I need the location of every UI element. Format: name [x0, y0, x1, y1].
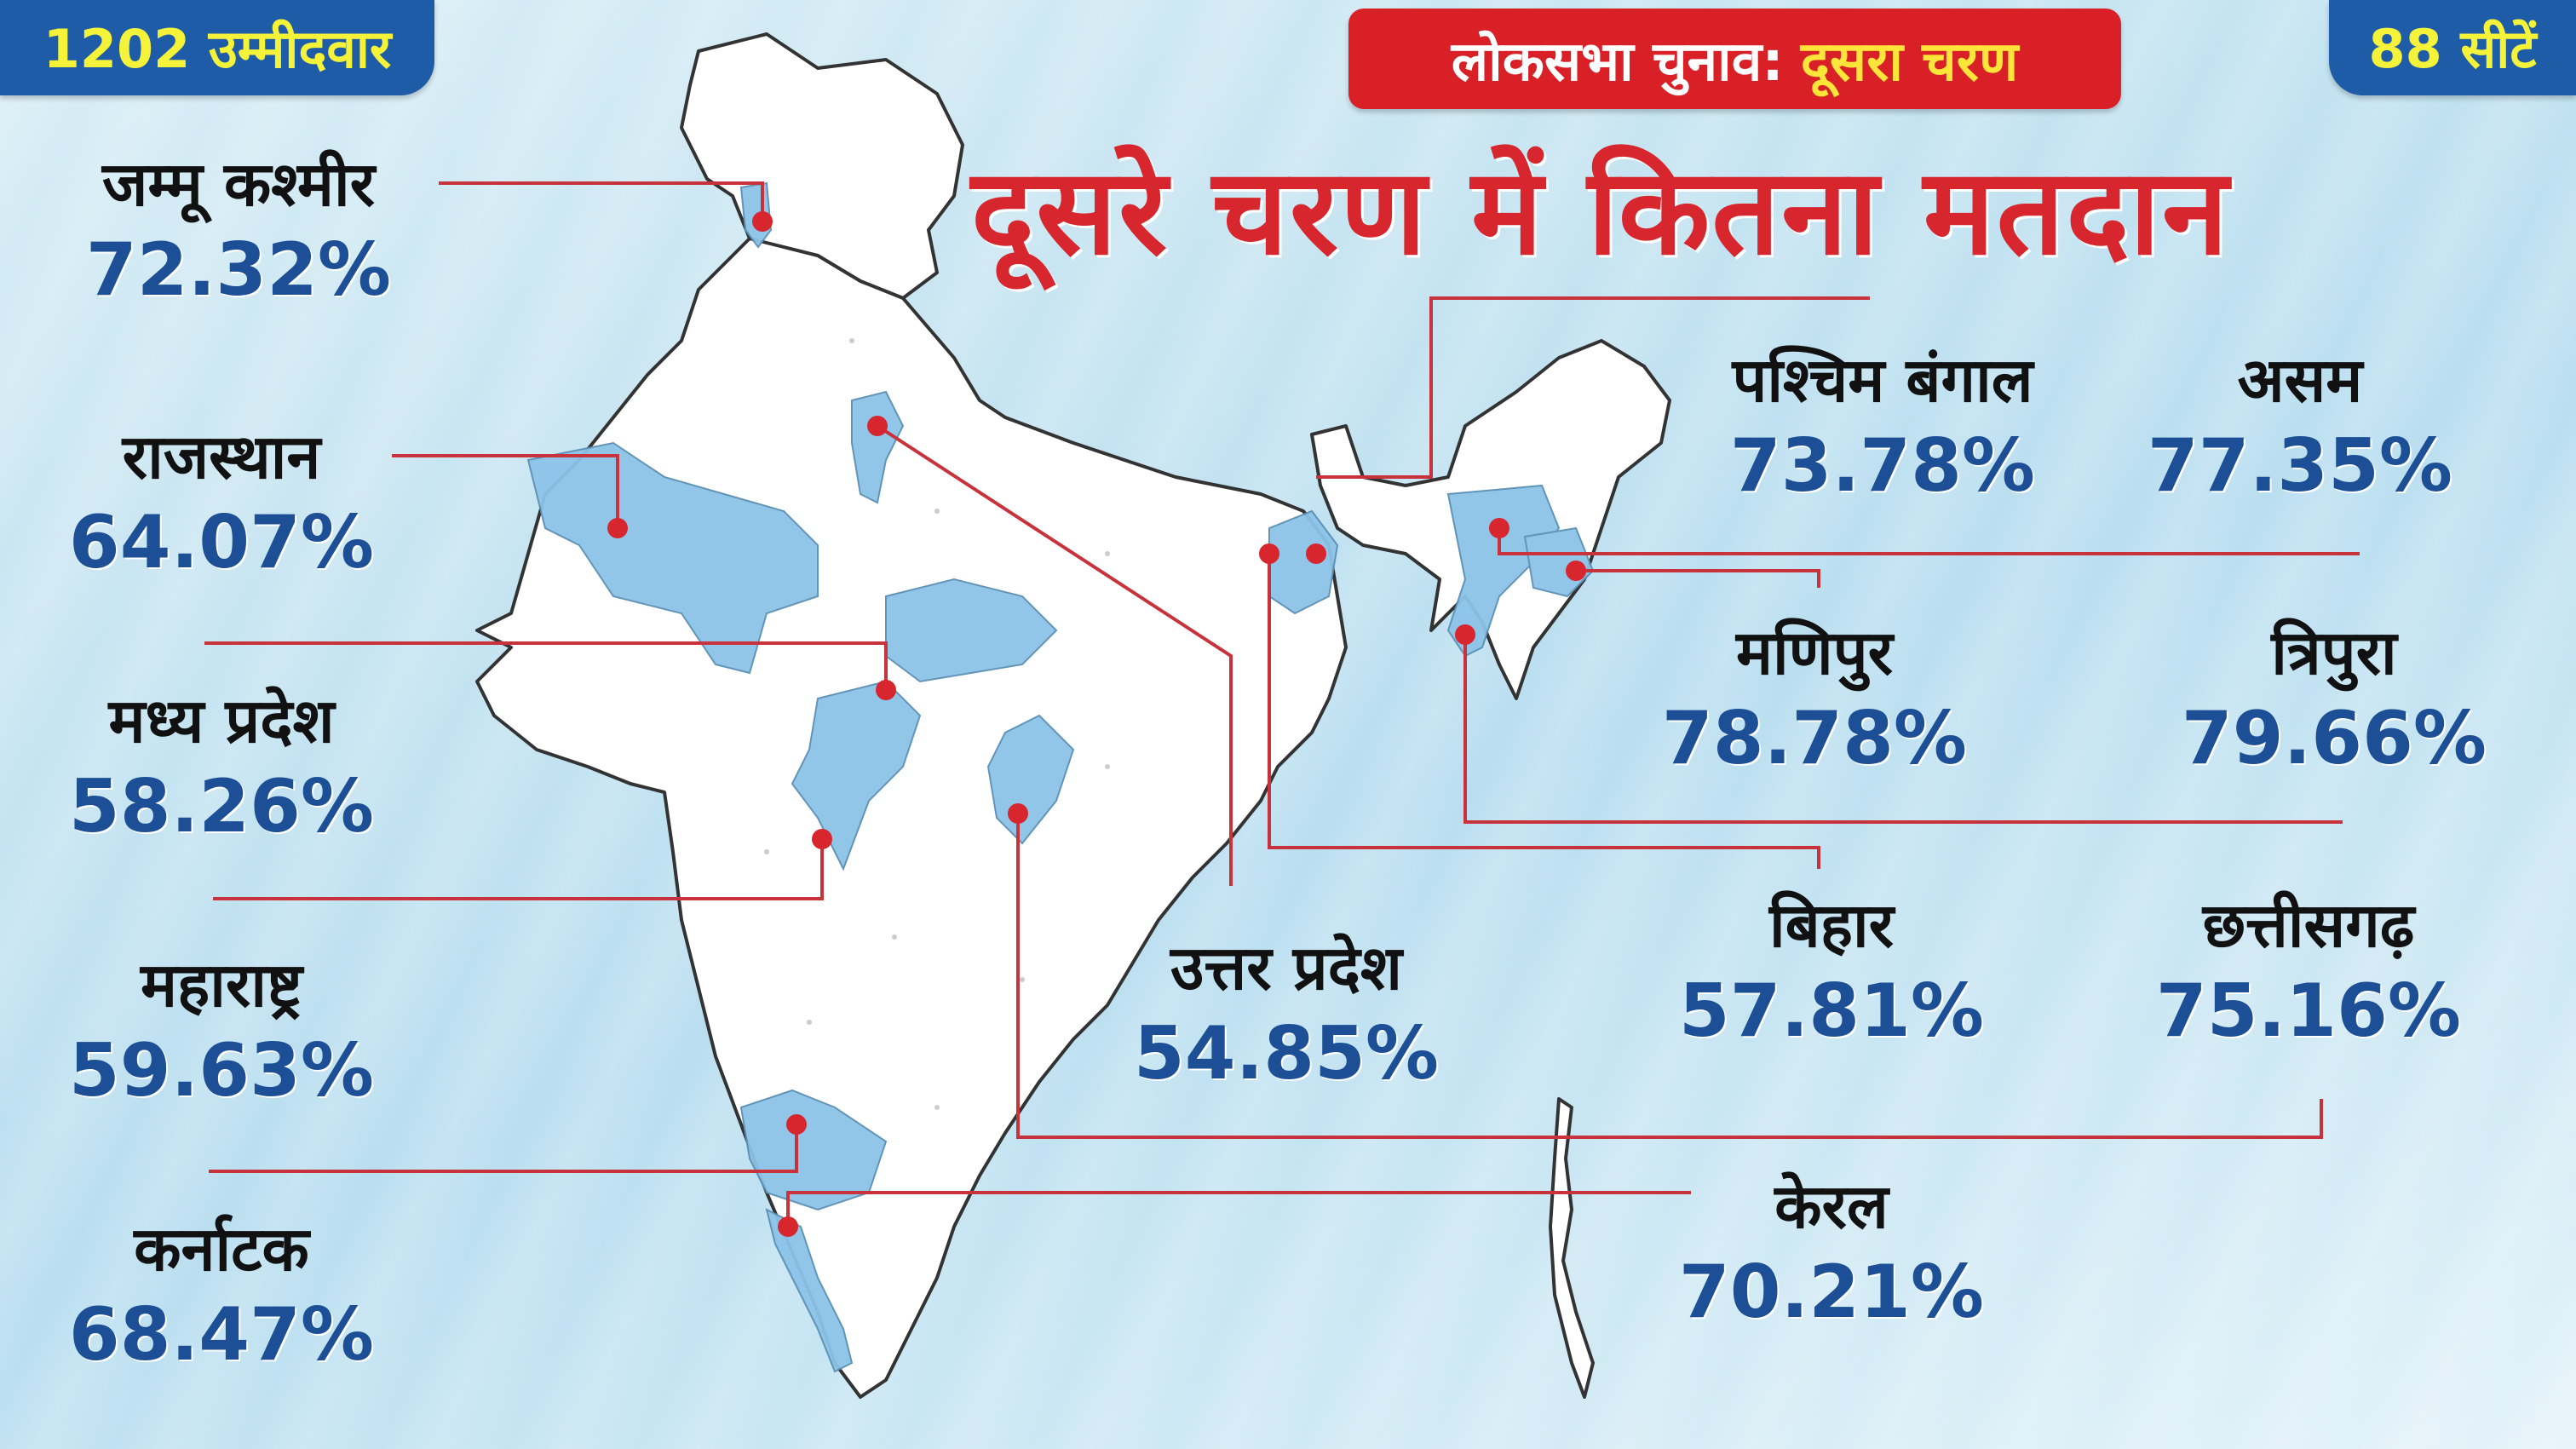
highlight-assam [1446, 484, 1561, 658]
highlight-jk [739, 181, 773, 249]
stat-west-bengal: पश्चिम बंगाल 73.78% [1695, 341, 2070, 513]
state-name: कर्नाटक [134, 1213, 309, 1285]
stat-jammu-kashmir: जम्मू कश्मीर 72.32% [51, 145, 426, 317]
state-percent: 78.78% [1661, 696, 1968, 781]
stat-karnataka: कर्नाटक 68.47% [51, 1210, 392, 1382]
state-name: राजस्थान [122, 421, 321, 492]
state-name: उत्तर प्रदेश [1170, 932, 1402, 1003]
state-name: असम [2237, 344, 2363, 416]
map-north [680, 32, 964, 300]
state-name: त्रिपुरा [2271, 617, 2397, 688]
stat-uttar-pradesh: उत्तर प्रदेश 54.85% [1124, 929, 1448, 1101]
stat-maharashtra: महाराष्ट्र 59.63% [51, 946, 392, 1118]
marker-bihar [1259, 543, 1279, 564]
leader-assam [1498, 528, 2360, 555]
state-name: महाराष्ट्र [140, 949, 303, 1021]
marker-rajasthan [607, 518, 628, 538]
state-percent: 79.66% [2181, 696, 2487, 781]
marker-assam [1489, 518, 1509, 538]
state-percent: 70.21% [1678, 1250, 1985, 1335]
candidates-badge: 1202 उम्मीदवार [0, 0, 434, 95]
stat-bihar: बिहार 57.81% [1670, 886, 1993, 1058]
highlight-rajasthan [526, 441, 819, 675]
stat-manipur: मणिपुर 78.78% [1653, 613, 1976, 785]
state-name: मणिपुर [1735, 617, 1894, 688]
state-percent: 59.63% [68, 1028, 375, 1113]
highlight-up [851, 390, 905, 504]
state-name: मध्य प्रदेश [108, 685, 335, 756]
state-name: बिहार [1768, 889, 1895, 961]
state-percent: 58.26% [68, 764, 375, 849]
highlight-mp [885, 578, 1058, 683]
stat-tripura: त्रिपुरा 79.66% [2172, 613, 2496, 785]
subtitle-banner: लोकसभा चुनाव: दूसरा चरण [1348, 9, 2121, 109]
marker-tripura [1455, 624, 1475, 645]
stat-madhya-pradesh: मध्य प्रदेश 58.26% [51, 681, 392, 854]
highlight-chhattisgarh [986, 714, 1075, 845]
highlight-manipur [1523, 526, 1595, 598]
leader-rajasthan [392, 454, 619, 528]
state-percent: 57.81% [1678, 969, 1985, 1054]
leader-jk [439, 181, 764, 221]
state-name: जम्मू कश्मीर [101, 148, 376, 220]
leader-manipur [1576, 569, 1820, 588]
marker-manipur [1566, 561, 1586, 581]
state-percent: 64.07% [68, 500, 375, 585]
leader-kerala [786, 1191, 1691, 1227]
stat-chhattisgarh: छत्तीसगढ़ 75.16% [2147, 886, 2470, 1058]
stat-kerala: केरल 70.21% [1670, 1167, 1993, 1339]
state-percent: 73.78% [1729, 423, 2036, 509]
seats-badge: 88 सीटें [2329, 0, 2576, 95]
state-percent: 75.16% [2155, 969, 2462, 1054]
state-percent: 72.32% [85, 227, 392, 313]
map-andaman [1549, 1097, 1595, 1399]
stat-assam: असम 77.35% [2138, 341, 2462, 513]
subtitle-election: लोकसभा चुनाव: [1451, 30, 1784, 94]
highlight-maharashtra [791, 680, 922, 871]
state-percent: 68.47% [68, 1292, 375, 1377]
map-northeast [1310, 339, 1671, 700]
leader-karnataka [209, 1124, 798, 1173]
marker-mp [876, 680, 896, 700]
page-title: दूसरे चरण में कितना मतदान [971, 143, 2230, 282]
marker-jk [752, 211, 773, 232]
highlight-kerala [765, 1208, 854, 1373]
marker-up [867, 416, 888, 436]
marker-maharashtra [812, 829, 832, 849]
highlight-karnataka [739, 1089, 888, 1211]
marker-chhattisgarh [1008, 803, 1028, 824]
state-name: केरल [1774, 1170, 1889, 1242]
subtitle-phase: दूसरा चरण [1800, 30, 2019, 94]
highlight-bihar-wb [1268, 509, 1339, 615]
marker-karnataka [786, 1114, 807, 1135]
state-name: पश्चिम बंगाल [1732, 344, 2033, 416]
state-percent: 77.35% [2147, 423, 2453, 509]
marker-wb [1306, 543, 1326, 564]
marker-kerala [778, 1216, 798, 1237]
map-mainland [475, 237, 1348, 1399]
state-name: छत्तीसगढ़ [2202, 889, 2415, 961]
state-percent: 54.85% [1133, 1011, 1440, 1096]
leader-up [876, 424, 1233, 886]
stat-rajasthan: राजस्थान 64.07% [51, 417, 392, 589]
